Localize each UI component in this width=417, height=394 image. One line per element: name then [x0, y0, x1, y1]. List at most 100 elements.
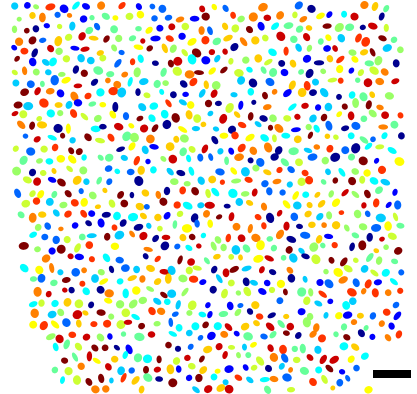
cell-202	[26, 80, 35, 89]
cell-676	[213, 253, 221, 260]
cell-654	[270, 244, 278, 252]
cell-355	[107, 133, 115, 142]
cell-446	[150, 166, 157, 174]
cell-816	[198, 311, 207, 318]
cell-796	[276, 297, 284, 305]
cell-485	[332, 177, 339, 184]
cell-73	[322, 23, 332, 29]
cell-420	[197, 153, 204, 162]
cell-429	[307, 153, 318, 161]
cell-849	[224, 323, 233, 332]
cell-563	[176, 210, 184, 218]
cell-337	[254, 121, 262, 128]
cell-594	[207, 219, 214, 228]
cell-291	[57, 110, 64, 117]
cell-350	[47, 134, 57, 141]
cell-135	[348, 49, 357, 56]
cell-252	[309, 89, 317, 96]
cell-944	[166, 364, 175, 375]
cell-364	[245, 133, 255, 142]
cell-64	[207, 26, 213, 36]
cell-379	[40, 145, 48, 153]
cell-500	[141, 189, 150, 197]
cell-493	[51, 190, 58, 199]
cell-290	[46, 109, 55, 118]
cell-502	[163, 186, 171, 196]
cell-187	[220, 66, 228, 74]
cell-235	[84, 92, 92, 100]
cell-322	[53, 123, 63, 133]
cell-823	[283, 313, 290, 320]
cell-678	[238, 254, 243, 261]
cell-315	[360, 115, 368, 123]
cell-670	[115, 256, 124, 264]
cell-83	[64, 33, 73, 41]
cell-819	[234, 308, 242, 317]
cell-596	[247, 223, 253, 234]
cell-590	[157, 225, 163, 232]
cell-246	[230, 92, 238, 98]
cell-5	[72, 1, 80, 10]
cell-299	[160, 109, 169, 119]
cell-292	[70, 109, 78, 118]
cell-906	[279, 344, 287, 355]
cell-134	[332, 45, 338, 52]
cell-165	[326, 55, 334, 63]
cell-812	[148, 307, 156, 316]
cell-227	[363, 78, 373, 88]
cell-683	[301, 253, 310, 260]
cell-525	[70, 199, 79, 207]
cell-43	[299, 15, 308, 23]
cell-269	[149, 102, 159, 110]
cell-17	[307, 4, 316, 13]
cell-16	[294, 1, 303, 10]
cell-580	[34, 223, 42, 231]
cell-63	[198, 26, 205, 35]
cell-699	[121, 264, 130, 272]
cell-915	[92, 357, 101, 364]
cell-228	[375, 77, 385, 86]
cell-399	[313, 144, 321, 150]
cell-785	[115, 300, 125, 309]
cell-557	[101, 211, 111, 218]
cell-837	[75, 319, 82, 328]
cell-281	[314, 104, 322, 111]
cell-696	[81, 267, 87, 274]
cell-457	[301, 169, 309, 177]
cell-53	[56, 23, 63, 30]
cell-801	[348, 297, 357, 306]
cell-41	[276, 11, 285, 20]
cell-908	[299, 343, 306, 354]
cell-715	[343, 265, 353, 273]
cell-730	[153, 278, 162, 286]
cell-333	[200, 121, 207, 128]
cell-242	[169, 91, 177, 99]
cell-795	[251, 301, 260, 310]
cell-679	[253, 254, 264, 263]
cell-770	[297, 287, 307, 297]
cell-320	[29, 121, 36, 130]
cell-356	[122, 131, 132, 142]
cell-42	[292, 11, 298, 19]
cell-427	[280, 158, 289, 167]
cell-365	[260, 134, 269, 142]
cell-277	[251, 99, 257, 105]
cell-196	[336, 65, 344, 74]
cell-282	[324, 102, 333, 112]
cell-229	[391, 78, 400, 85]
cell-366	[271, 134, 277, 143]
cell-209	[113, 80, 122, 89]
cell-531	[143, 203, 150, 210]
cell-902	[227, 344, 236, 350]
cell-809	[108, 313, 115, 320]
cell-238	[117, 87, 127, 98]
cell-69	[271, 22, 280, 30]
cell-184	[184, 70, 195, 79]
cell-6	[81, 3, 91, 10]
cell-93	[187, 38, 197, 46]
cell-47	[350, 12, 359, 21]
cell-300	[171, 113, 180, 123]
cell-478	[244, 176, 253, 183]
cell-667	[74, 253, 84, 261]
cell-158	[242, 56, 250, 64]
